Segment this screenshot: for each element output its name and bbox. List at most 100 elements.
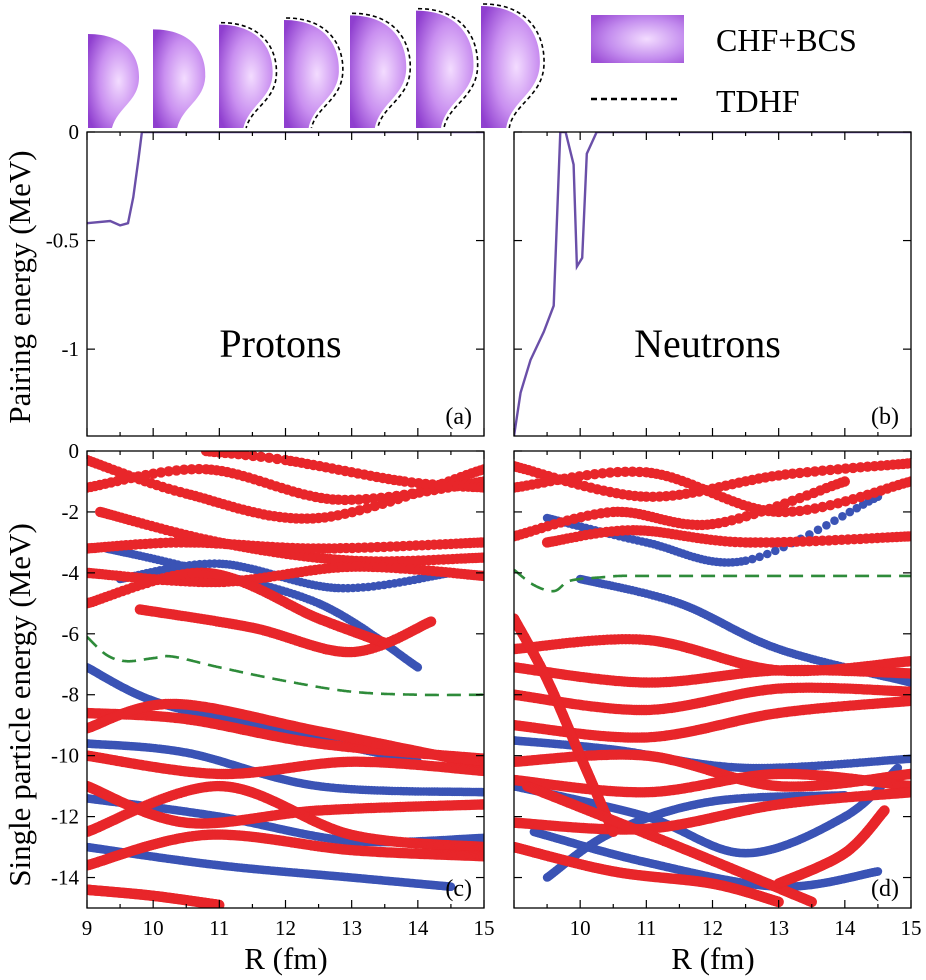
level-point [186, 464, 197, 475]
fermi-line-c [87, 635, 484, 697]
panel-b-neutrons-pairing: Neutrons(b) [513, 131, 912, 437]
level-point [574, 471, 585, 482]
level-point [413, 663, 423, 672]
level-red-14 [87, 884, 225, 908]
nuclear-shape [284, 20, 339, 128]
level-point [597, 468, 608, 479]
xtick-label: 12 [275, 916, 296, 940]
frame-a [86, 131, 485, 437]
panel-label-b: (b) [871, 404, 899, 430]
level-point [240, 451, 251, 461]
level-point [839, 476, 850, 487]
panel-d-neutrons-levels: 10 11 12 13 14 15(d) [513, 450, 922, 940]
level-point [741, 556, 750, 565]
level-point [906, 754, 911, 763]
panel-label-c: (c) [445, 876, 472, 902]
level-point [272, 453, 283, 465]
level-point [756, 506, 767, 517]
level-blue-1 [575, 574, 911, 687]
plot-area-d [514, 458, 911, 908]
level-point [905, 531, 911, 542]
legend-chf-swatch [591, 15, 684, 63]
nuclear-shape [350, 15, 407, 128]
level-point [755, 552, 764, 562]
level-point [794, 467, 805, 479]
level-red-3 [541, 525, 911, 548]
level-red-6 [514, 682, 911, 716]
nuclear-shape [88, 34, 140, 128]
level-red-6 [87, 567, 390, 649]
pairing-line-a [87, 132, 484, 227]
xlabel-right: R (fm) [671, 941, 755, 976]
ytick-label: -0.5 [46, 229, 79, 253]
tdhf-shape-outline [220, 21, 278, 129]
level-point [399, 489, 410, 500]
level-point [391, 490, 402, 502]
nuclear-shape-strip [88, 3, 545, 129]
ytick-label: -10 [51, 744, 79, 768]
level-point [817, 501, 828, 513]
level-point [171, 465, 182, 476]
level-red-0 [87, 454, 484, 524]
level-point [163, 466, 174, 477]
level-point [840, 463, 851, 474]
level-red-12 [87, 780, 484, 853]
level-point [479, 833, 484, 843]
plot-area-c [87, 451, 484, 908]
level-point [446, 882, 456, 891]
ytick-label: 0 [69, 439, 80, 463]
ylabel-single-particle: Single particle energy (MeV) [2, 523, 37, 887]
level-point [155, 467, 167, 478]
xtick-label: 11 [209, 916, 229, 940]
level-point [478, 799, 484, 810]
xtick-label: 15 [474, 916, 495, 940]
panel-title-a: Protons [219, 321, 341, 366]
level-point [360, 493, 372, 505]
level-point [825, 464, 836, 476]
ytick-label: -2 [62, 500, 80, 524]
tdhf-shape-outline [417, 7, 479, 129]
level-red-3 [87, 537, 484, 554]
nuclear-shape [481, 6, 540, 128]
level-point [748, 554, 757, 564]
level-point [771, 546, 780, 556]
ytick-label: -14 [51, 866, 79, 890]
level-point [368, 493, 379, 504]
level-point [612, 466, 623, 478]
level-point [764, 503, 775, 515]
level-point [813, 525, 823, 535]
level-red-10 [87, 750, 484, 780]
ytick-label: -6 [62, 622, 80, 646]
level-point [581, 470, 593, 481]
xtick-label: 14 [407, 916, 429, 940]
nuclear-shape [153, 29, 206, 128]
pairing-line-b [514, 132, 911, 436]
level-point [847, 462, 859, 474]
level-point [478, 537, 484, 548]
level-point [478, 464, 484, 475]
ytick-label: -4 [62, 561, 80, 585]
tdhf-shape-outline [482, 3, 545, 129]
tdhf-shape-outline [351, 12, 412, 129]
level-point [620, 466, 631, 477]
level-point [817, 465, 828, 476]
level-point [905, 476, 911, 487]
plot-area-b [514, 132, 911, 436]
level-point [478, 552, 484, 563]
panel-label-a: (a) [445, 404, 472, 430]
level-point [178, 464, 190, 475]
level-point [852, 503, 862, 513]
ytick-label: -12 [51, 805, 79, 829]
legend-chf-label: CHF+BCS [716, 22, 857, 58]
level-red-2 [514, 476, 850, 542]
level-point [425, 616, 437, 627]
tdhf-shape-outline [285, 17, 344, 129]
level-point [845, 507, 855, 517]
level-red-9 [87, 698, 484, 770]
level-blue-5 [87, 842, 456, 891]
level-point [248, 451, 259, 462]
level-point [905, 458, 911, 469]
legend-tdhf-label: TDHF [716, 83, 800, 119]
xtick-label: 9 [82, 916, 93, 940]
